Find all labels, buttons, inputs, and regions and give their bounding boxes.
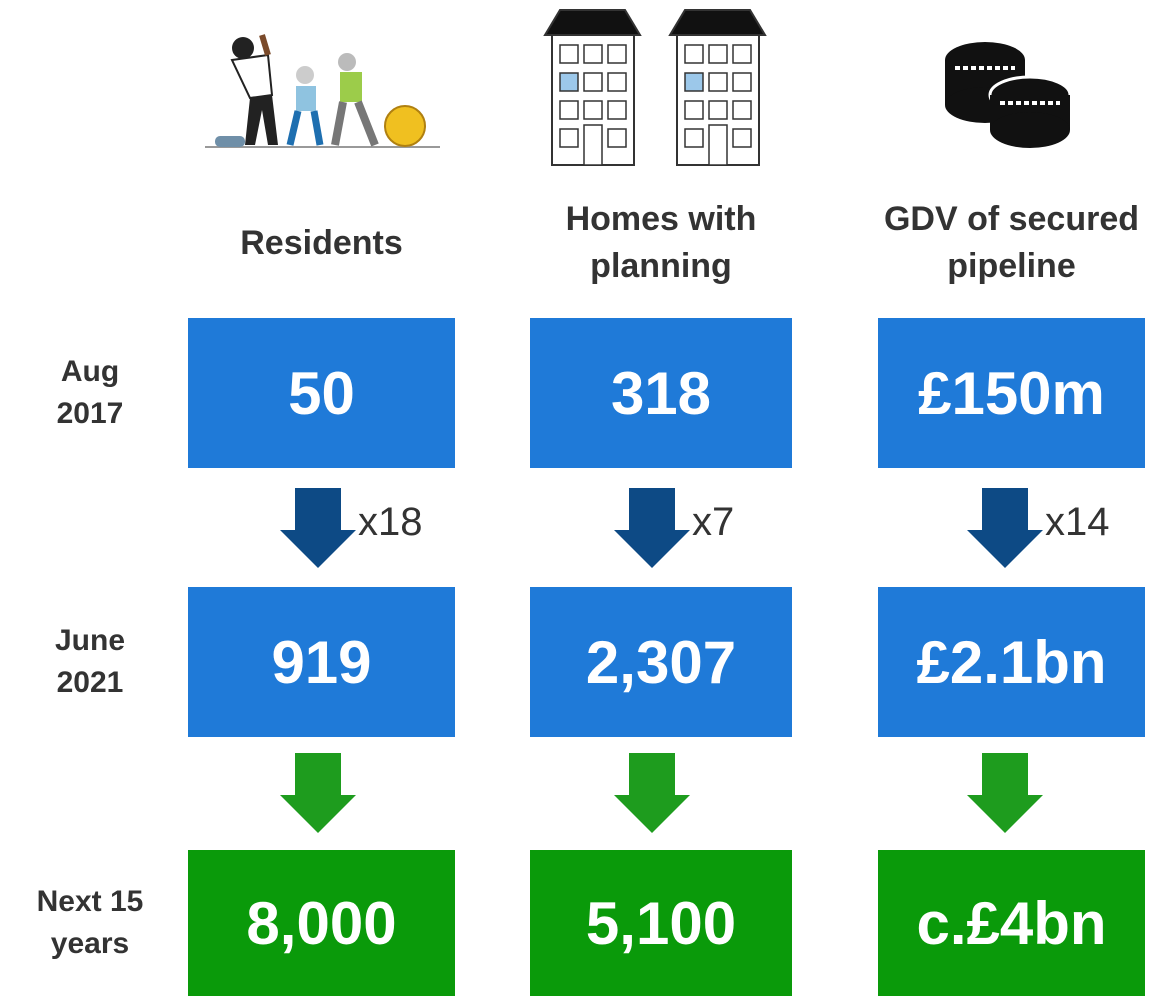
row-label-line: June (54, 624, 126, 657)
blue-box: 919 (188, 587, 455, 737)
green-box: 5,100 (530, 850, 792, 996)
buildings-icon (543, 9, 767, 166)
arrow (280, 488, 356, 568)
column-header-line: Residents (240, 223, 403, 262)
blue-box: £150m (878, 318, 1145, 468)
row-label-line: years (50, 927, 130, 960)
green-box: 8,000 (188, 850, 455, 996)
arrow (967, 753, 1043, 833)
people-icon (205, 34, 440, 148)
multiplier: x7 (692, 500, 735, 544)
row-label-line: 2017 (56, 397, 124, 430)
multiplier: x14 (1045, 500, 1110, 544)
blue-box: 2,307 (530, 587, 792, 737)
column-header-line: Homes with (565, 200, 757, 238)
column-header-line: planning (590, 247, 732, 285)
blue-box: £2.1bn (878, 587, 1145, 737)
row-label-line: Next 15 (36, 885, 144, 918)
column-header: Residents (152, 220, 492, 267)
column-header: GDV of secured pipeline (842, 196, 1170, 290)
row-label-line: 2021 (56, 666, 124, 699)
row-label: Aug 2017 (10, 351, 170, 435)
arrow (967, 488, 1043, 568)
arrow (614, 488, 690, 568)
row-label: Next 15 years (10, 881, 170, 965)
multiplier: x18 (358, 500, 423, 544)
column-header-line: GDV of secured (883, 200, 1140, 238)
arrow (280, 753, 356, 833)
arrow (614, 753, 690, 833)
row-label: June 2021 (10, 620, 170, 704)
coins-icon (945, 42, 1072, 148)
green-box: c.£4bn (878, 850, 1145, 996)
column-header: Homes with planning (491, 196, 831, 290)
blue-box: 50 (188, 318, 455, 468)
blue-box: 318 (530, 318, 792, 468)
row-label-line: Aug (60, 355, 120, 388)
column-header-line: pipeline (947, 247, 1076, 285)
